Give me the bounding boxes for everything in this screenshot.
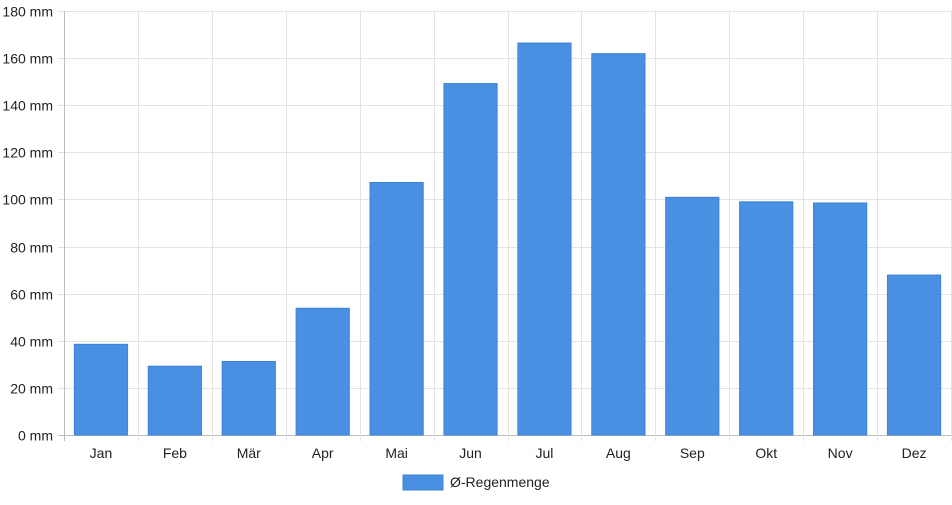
y-tick-label: 20 mm — [10, 381, 53, 397]
y-tick-label: 180 mm — [2, 4, 53, 20]
y-tick-label: 120 mm — [2, 145, 53, 161]
x-tick-label: Nov — [828, 445, 853, 461]
x-tick-label: Aug — [606, 445, 631, 461]
x-tick-label: Okt — [755, 445, 777, 461]
x-tick-label: Mai — [385, 445, 408, 461]
axis-layer: 0 mm 20 mm 40 mm 60 mm 80 mm 100 mm 120 mm 140 … — [2, 4, 926, 462]
x-tick-label: Jun — [459, 445, 482, 461]
bar-okt[interactable] — [739, 201, 794, 436]
y-tick-label: 40 mm — [10, 334, 53, 350]
y-tick-label: 60 mm — [10, 287, 53, 303]
x-tick-label: Sep — [680, 445, 705, 461]
bar-feb[interactable] — [147, 365, 202, 436]
bar-dez[interactable] — [886, 274, 942, 436]
bar-jan[interactable] — [73, 343, 129, 436]
y-tick-label: 0 mm — [18, 428, 53, 444]
bar-sep[interactable] — [665, 196, 720, 436]
bar-jul[interactable] — [517, 42, 572, 436]
bar-nov[interactable] — [813, 202, 868, 436]
bars-layer — [73, 42, 942, 436]
legend-swatch — [402, 474, 444, 491]
x-tick-label: Feb — [163, 445, 187, 461]
x-tick-label: Dez — [902, 445, 927, 461]
x-tick-label: Mär — [237, 445, 261, 461]
bar-mai[interactable] — [369, 181, 424, 436]
y-tick-label: 80 mm — [10, 240, 53, 256]
legend-label: Ø-Regenmenge — [450, 474, 550, 490]
x-tick-label: Jan — [90, 445, 113, 461]
y-tick-label: 100 mm — [2, 192, 53, 208]
bar-aug[interactable] — [591, 53, 646, 436]
bar-jun[interactable] — [443, 83, 498, 436]
bar-mär[interactable] — [221, 361, 276, 436]
x-tick-label: Jul — [536, 445, 554, 461]
y-tick-label: 160 mm — [2, 51, 53, 67]
bar-apr[interactable] — [295, 307, 350, 436]
y-tick-label: 140 mm — [2, 98, 53, 114]
x-tick-label: Apr — [312, 445, 334, 461]
legend[interactable]: Ø-Regenmenge — [402, 474, 550, 491]
